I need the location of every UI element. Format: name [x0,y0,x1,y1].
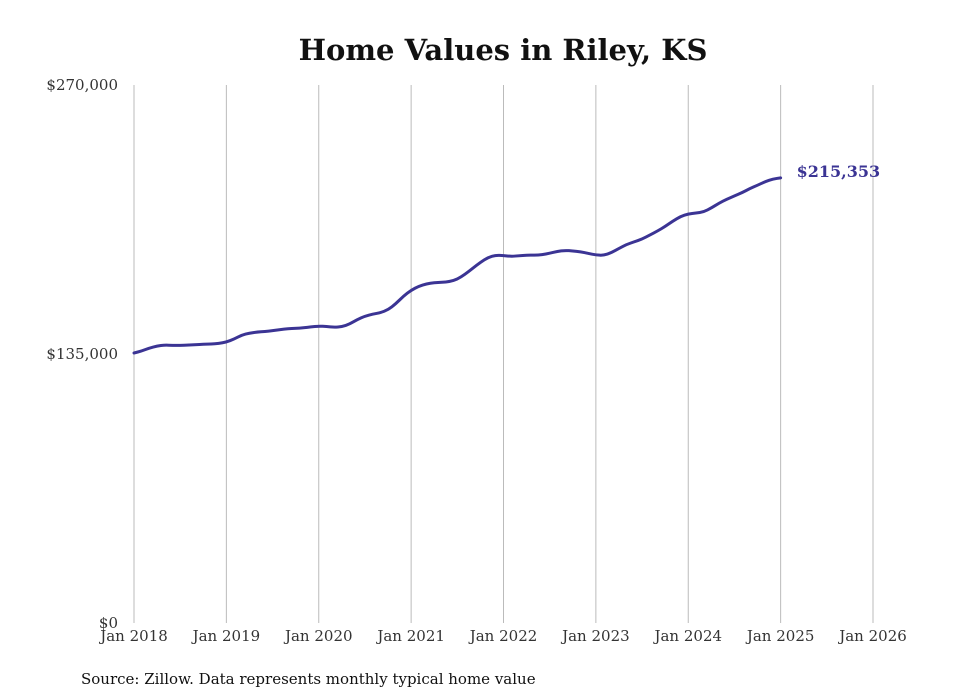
y-tick-label-1: $135,000 [46,345,118,363]
source-note: Source: Zillow. Data represents monthly … [81,670,536,688]
x-tick-label-1: Jan 2019 [191,627,261,645]
x-tick-label-2: Jan 2020 [283,627,353,645]
y-tick-label-2: $270,000 [46,76,118,94]
x-tick-label-8: Jan 2026 [837,627,907,645]
x-tick-label-5: Jan 2023 [560,627,630,645]
series-line-0 [132,176,783,355]
x-tick-label-4: Jan 2022 [468,627,538,645]
x-tick-label-0: Jan 2018 [98,627,168,645]
y-tick-label-0: $0 [99,614,118,632]
x-tick-label-3: Jan 2021 [375,627,445,645]
end-value-label: $215,353 [797,162,881,181]
x-tick-label-6: Jan 2024 [652,627,722,645]
vertical-gridlines [133,85,874,623]
series-group [132,176,783,355]
chart-title: Home Values in Riley, KS [299,33,708,67]
x-tick-label-7: Jan 2025 [745,627,815,645]
x-axis-ticks: Jan 2018 Jan 2019 Jan 2020 Jan 2021 Jan 2022… [98,627,907,645]
y-axis-ticks: $0 $135,000 $270,000 [46,76,118,632]
